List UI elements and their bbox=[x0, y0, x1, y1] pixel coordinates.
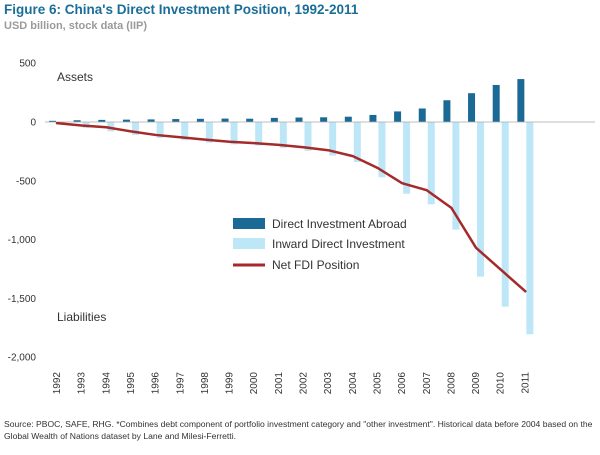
bar-abroad-2001 bbox=[270, 117, 278, 122]
y-tick-label: -500 bbox=[16, 176, 36, 187]
net-fdi-line bbox=[55, 121, 527, 293]
bar-inward-1994 bbox=[107, 122, 115, 132]
bar-abroad-2008 bbox=[443, 100, 451, 122]
source-note: Source: PBOC, SAFE, RHG. *Combines debt … bbox=[4, 419, 593, 441]
liabilities-label: Liabilities bbox=[57, 310, 106, 324]
bar-abroad-2010 bbox=[492, 84, 500, 122]
y-tick-label: 0 bbox=[30, 118, 36, 129]
legend: Direct Investment Abroad Inward Direct I… bbox=[233, 217, 407, 272]
bar-abroad-2004 bbox=[344, 116, 352, 122]
x-axis-ticks: 1992 1993 1994 1995 1996 1997 1998 1999 2000 2001… bbox=[52, 372, 531, 395]
legend-label-net: Net FDI Position bbox=[272, 258, 359, 272]
y-tick-label: -2,000 bbox=[8, 353, 37, 364]
x-tick-label: 2001 bbox=[274, 372, 285, 395]
x-tick-label: 2004 bbox=[348, 372, 359, 395]
x-tick-label: 1995 bbox=[126, 372, 137, 395]
bar-inward-2002 bbox=[304, 122, 312, 151]
x-tick-label: 2011 bbox=[520, 372, 531, 394]
x-tick-label: 2005 bbox=[372, 372, 383, 395]
bar-abroad-2007 bbox=[418, 108, 426, 122]
bar-inward-2000 bbox=[255, 122, 263, 146]
bar-inward-1997 bbox=[181, 122, 189, 141]
x-tick-label: 1999 bbox=[225, 372, 236, 395]
bar-abroad-1993 bbox=[73, 120, 81, 122]
bar-abroad-1999 bbox=[221, 118, 229, 122]
bar-inward-1995 bbox=[131, 122, 139, 135]
x-tick-label: 1994 bbox=[101, 372, 112, 395]
x-tick-label: 1993 bbox=[77, 372, 88, 395]
x-tick-label: 2009 bbox=[471, 372, 482, 395]
x-tick-label: 1998 bbox=[200, 372, 211, 395]
bar-abroad-2009 bbox=[468, 93, 476, 122]
bar-inward-2009 bbox=[477, 122, 485, 277]
x-tick-label: 2010 bbox=[496, 372, 507, 395]
chart-title: Figure 6: China's Direct Investment Posi… bbox=[4, 2, 359, 17]
bar-inward-2006 bbox=[403, 122, 411, 194]
bar-abroad-1995 bbox=[122, 119, 130, 122]
bar-abroad-1992 bbox=[49, 120, 56, 122]
x-tick-label: 1996 bbox=[151, 372, 162, 395]
bar-abroad-2003 bbox=[320, 117, 328, 122]
x-tick-label: 2000 bbox=[249, 372, 260, 395]
legend-label-abroad: Direct Investment Abroad bbox=[272, 217, 407, 231]
bar-inward-2011 bbox=[526, 122, 534, 335]
bar-inward-2004 bbox=[353, 122, 361, 162]
bar-abroad-2006 bbox=[394, 111, 402, 122]
assets-label: Assets bbox=[57, 70, 93, 84]
bar-abroad-1994 bbox=[98, 119, 106, 122]
y-tick-label: 500 bbox=[19, 59, 36, 70]
bar-abroad-1998 bbox=[196, 118, 204, 122]
bar-inward-1999 bbox=[230, 122, 238, 145]
y-tick-label: -1,500 bbox=[8, 294, 37, 305]
x-tick-label: 2002 bbox=[299, 372, 310, 395]
bar-abroad-2005 bbox=[369, 114, 377, 122]
bar-inward-2007 bbox=[427, 122, 435, 205]
bar-inward-1998 bbox=[205, 122, 213, 143]
legend-swatch-inward bbox=[233, 238, 265, 249]
bar-inward-2003 bbox=[329, 122, 337, 156]
bar-inward-2005 bbox=[378, 122, 386, 178]
bar-inward-1996 bbox=[156, 122, 164, 138]
x-tick-label: 2003 bbox=[323, 372, 334, 395]
y-axis-ticks: 500 0 -500 -1,000 -1,500 -2,000 bbox=[8, 59, 37, 364]
abroad-bars bbox=[49, 79, 525, 122]
y-tick-label: -1,000 bbox=[8, 235, 37, 246]
bar-abroad-1996 bbox=[147, 119, 155, 122]
bar-abroad-2000 bbox=[246, 118, 254, 122]
bar-abroad-2002 bbox=[295, 117, 303, 122]
bar-inward-2001 bbox=[279, 122, 287, 148]
bar-inward-2008 bbox=[452, 122, 460, 230]
bar-inward-2010 bbox=[501, 122, 509, 307]
x-tick-label: 1997 bbox=[175, 372, 186, 395]
legend-label-inward: Inward Direct Investment bbox=[272, 237, 405, 251]
legend-swatch-abroad bbox=[233, 218, 265, 229]
bar-abroad-1997 bbox=[172, 119, 180, 122]
x-tick-label: 2006 bbox=[397, 372, 408, 395]
x-tick-label: 2007 bbox=[422, 372, 433, 395]
x-tick-label: 2008 bbox=[446, 372, 457, 395]
chart-subtitle: USD billion, stock data (IIP) bbox=[4, 20, 148, 32]
bar-abroad-2011 bbox=[517, 79, 525, 122]
x-tick-label: 1992 bbox=[52, 372, 63, 395]
